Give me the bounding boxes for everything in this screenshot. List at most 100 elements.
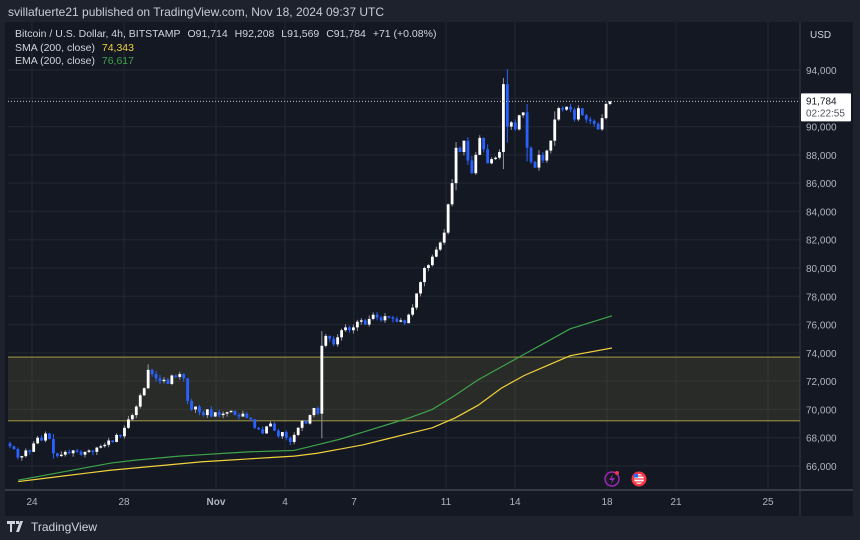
candle-body — [494, 157, 497, 160]
candle-body — [59, 454, 63, 457]
candle-body — [324, 335, 328, 346]
candle-body — [312, 408, 316, 416]
candle-body — [87, 450, 91, 452]
candle-body — [158, 378, 162, 382]
brand-text: TradingView — [31, 520, 98, 534]
candle-body — [509, 122, 513, 127]
candle-body — [379, 317, 383, 321]
candle-body — [190, 400, 193, 410]
candle-body — [580, 108, 584, 116]
currency-label[interactable]: USD — [810, 30, 832, 41]
lightning-event-icon[interactable] — [604, 471, 620, 487]
candle-body — [241, 413, 245, 417]
candle-body — [83, 451, 87, 455]
candle-body — [253, 419, 257, 428]
candle-body — [490, 159, 493, 164]
candle-body — [75, 450, 79, 452]
price-tick-label: 86,000 — [806, 179, 837, 190]
ohlc-open: O91,714 — [187, 28, 228, 40]
candle-body — [130, 415, 134, 420]
candle-body — [336, 337, 340, 345]
candle-body — [478, 137, 482, 155]
candle-body — [533, 161, 537, 168]
candle-body — [569, 106, 572, 110]
candle-body — [146, 369, 150, 389]
candle-body — [541, 154, 545, 161]
candle-body — [229, 410, 233, 413]
sma-label: SMA (200, close) — [15, 41, 95, 54]
candle-body — [99, 446, 103, 448]
candle-body — [205, 409, 209, 416]
candle-body — [474, 154, 478, 174]
candle-body — [427, 265, 430, 269]
candle-body — [138, 395, 142, 407]
candle-countdown: 02:22:55 — [806, 108, 845, 119]
chart-legend: Bitcoin / U.S. Dollar, 4h, BITSTAMP O91,… — [15, 28, 440, 69]
candle-body — [600, 118, 604, 130]
candle-body — [261, 429, 265, 434]
candle-body — [328, 335, 332, 339]
publisher-line: svillafuerte21 published on TradingView.… — [8, 5, 385, 19]
candle-body — [557, 108, 561, 120]
candle-body — [249, 417, 253, 420]
chart-frame[interactable] — [5, 22, 853, 516]
candle-body — [458, 147, 462, 153]
candle-body — [320, 345, 324, 414]
candle-body — [545, 150, 549, 161]
candle-body — [438, 242, 442, 250]
candle-body — [284, 432, 288, 438]
time-tick-label: 21 — [670, 497, 682, 508]
candle-body — [269, 423, 272, 427]
candle-body — [127, 419, 130, 428]
candle-body — [462, 140, 466, 153]
support-zone[interactable] — [8, 357, 800, 421]
event-dot — [615, 471, 619, 475]
candle-body — [316, 408, 320, 414]
candle-body — [450, 183, 454, 205]
candle-body — [24, 450, 28, 457]
candle-body — [430, 256, 434, 266]
candle-body — [521, 112, 525, 116]
candle-body — [529, 147, 533, 162]
ema-label: EMA (200, close) — [15, 55, 95, 67]
candle-body — [584, 115, 588, 120]
candle-body — [217, 412, 221, 416]
candle-body — [55, 453, 59, 457]
candle-body — [20, 456, 24, 458]
tradingview-logo[interactable]: TradingView — [7, 520, 97, 534]
candle-body — [52, 439, 55, 454]
ema-row[interactable]: EMA (200, close) 76,617 — [15, 55, 440, 69]
price-tick-label: 94,000 — [806, 66, 837, 77]
sma-row[interactable]: SMA (200, close) 74,343 — [15, 42, 440, 56]
candle-body — [194, 406, 197, 410]
candle-body — [170, 375, 174, 384]
symbol-name[interactable]: Bitcoin / U.S. Dollar, 4h, BITSTAMP — [15, 28, 181, 40]
tradingview-logo-icon — [7, 521, 23, 532]
candle-body — [67, 451, 71, 454]
candle-body — [8, 443, 12, 447]
lightning-glyph — [609, 474, 615, 484]
ohlc-high: H92,208 — [234, 28, 275, 40]
sma-line — [18, 347, 613, 483]
candle-body — [288, 437, 292, 442]
candle-body — [174, 375, 178, 377]
candle-body — [573, 109, 576, 120]
candle-body — [32, 443, 36, 452]
time-tick-label: Nov — [207, 497, 226, 508]
candle-body — [44, 433, 47, 441]
candle-body — [16, 449, 20, 458]
time-tick-label: 18 — [601, 497, 613, 508]
candle-body — [63, 451, 67, 455]
candle-body — [596, 123, 600, 130]
candle-body — [387, 316, 391, 318]
candle-body — [123, 427, 126, 437]
time-tick-label: 28 — [118, 497, 130, 508]
candle-body — [300, 420, 304, 428]
last-price-tag — [801, 93, 851, 122]
candle-body — [348, 327, 351, 331]
candle-body — [202, 412, 205, 416]
price-tick-label: 70,000 — [806, 405, 837, 416]
candle-body — [592, 120, 596, 124]
candle-body — [95, 447, 99, 452]
